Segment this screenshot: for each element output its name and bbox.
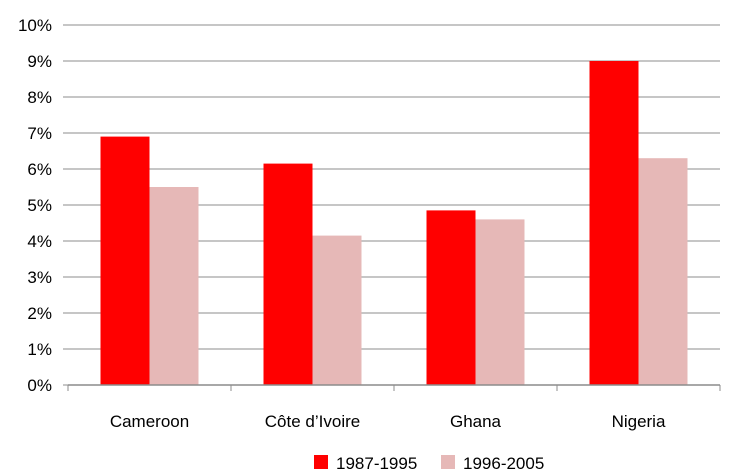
y-tick-label: 5% xyxy=(27,196,52,215)
y-tick-label: 1% xyxy=(27,340,52,359)
bar-1987-1995-Ghana xyxy=(426,210,476,385)
y-tick-label: 0% xyxy=(27,376,52,395)
y-tick-label: 2% xyxy=(27,304,52,323)
bars xyxy=(100,61,688,385)
legend-swatch-1987-1995 xyxy=(314,455,328,469)
y-tick-label: 10% xyxy=(18,16,52,35)
y-tick-label: 7% xyxy=(27,124,52,143)
legend: 1987-1995 1996-2005 xyxy=(314,454,544,470)
y-tick-label: 8% xyxy=(27,88,52,107)
y-axis-ticks: 0% 1% 2% 3% 4% 5% 6% 7% 8% 9% 10% xyxy=(18,16,68,395)
bar-1996-2005-Côte d’Ivoire xyxy=(312,235,362,385)
y-tick-label: 3% xyxy=(27,268,52,287)
x-category-label: Côte d’Ivoire xyxy=(265,412,360,431)
legend-label-1996-2005: 1996-2005 xyxy=(463,454,544,470)
y-tick-label: 6% xyxy=(27,160,52,179)
x-category-label: Cameroon xyxy=(110,412,189,431)
x-category-label: Nigeria xyxy=(612,412,666,431)
x-axis-labels: Cameroon Côte d’Ivoire Ghana Nigeria xyxy=(110,412,666,431)
y-tick-label: 9% xyxy=(27,52,52,71)
bar-1996-2005-Ghana xyxy=(475,219,525,385)
bar-1987-1995-Cameroon xyxy=(100,136,150,385)
legend-swatch-1996-2005 xyxy=(441,455,455,469)
bar-1987-1995-Nigeria xyxy=(589,61,639,385)
bar-1996-2005-Nigeria xyxy=(638,158,688,385)
bar-1987-1995-Côte d’Ivoire xyxy=(263,163,313,385)
legend-label-1987-1995: 1987-1995 xyxy=(336,454,417,470)
y-tick-label: 4% xyxy=(27,232,52,251)
x-category-label: Ghana xyxy=(450,412,502,431)
x-axis-tick-marks xyxy=(67,385,721,391)
bar-1996-2005-Cameroon xyxy=(149,187,199,385)
